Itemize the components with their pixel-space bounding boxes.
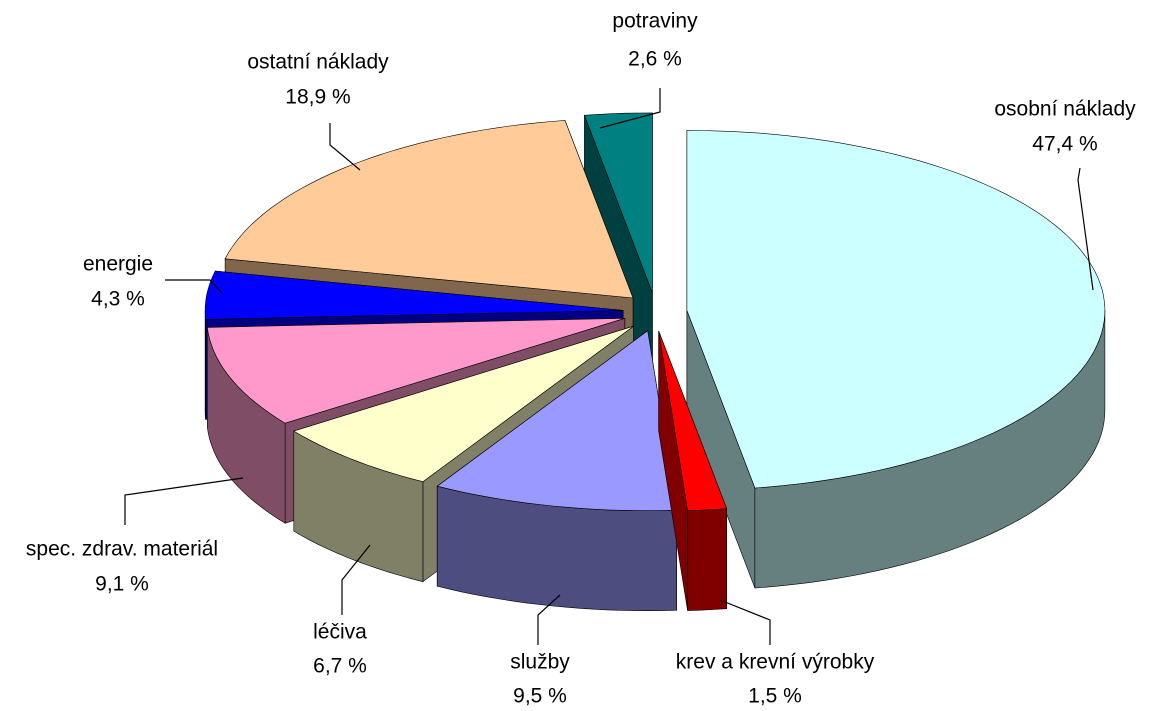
- slice-value: 47,4 %: [1032, 133, 1097, 156]
- slice-label: energie: [83, 253, 153, 276]
- slice-value: 18,9 %: [285, 86, 350, 109]
- slice-top: [658, 330, 728, 511]
- leader-line: [599, 88, 661, 129]
- leader-line: [124, 477, 244, 525]
- slice-top: [204, 270, 624, 320]
- slice-top: [293, 325, 634, 483]
- leader-line: [719, 599, 771, 645]
- slice-label: osobní náklady: [994, 98, 1136, 121]
- slice-top: [224, 120, 634, 299]
- slice: [583, 112, 653, 394]
- slice-top: [436, 330, 677, 512]
- slice-label: ostatní náklady: [247, 51, 389, 74]
- slice-label: potraviny: [612, 10, 698, 33]
- slice: [686, 130, 1106, 589]
- leader-line: [329, 123, 361, 171]
- slice-label: spec. zdrav. materiál: [26, 538, 218, 561]
- leader-line: [165, 279, 223, 294]
- slice: [658, 330, 728, 611]
- slice-value: 9,1 %: [95, 573, 149, 596]
- slice-value: 2,6 %: [628, 48, 682, 71]
- leader-line: [341, 544, 371, 615]
- leader-line: [1077, 167, 1094, 291]
- slice-side: [204, 310, 206, 420]
- slice-side: [687, 508, 728, 611]
- slice-label: služby: [510, 651, 570, 674]
- slice-top: [583, 112, 653, 294]
- slice-value: 4,3 %: [91, 288, 145, 311]
- slice-top: [686, 130, 1106, 489]
- slice-value: 9,5 %: [513, 685, 567, 708]
- slice-label: krev a krevní výrobky: [676, 651, 875, 674]
- slice-label: léčiva: [313, 621, 367, 644]
- slice-value: 1,5 %: [748, 685, 802, 708]
- leader-line: [537, 594, 561, 645]
- slice-top: [206, 318, 625, 424]
- slice: [436, 330, 677, 612]
- slice-value: 6,7 %: [313, 655, 367, 678]
